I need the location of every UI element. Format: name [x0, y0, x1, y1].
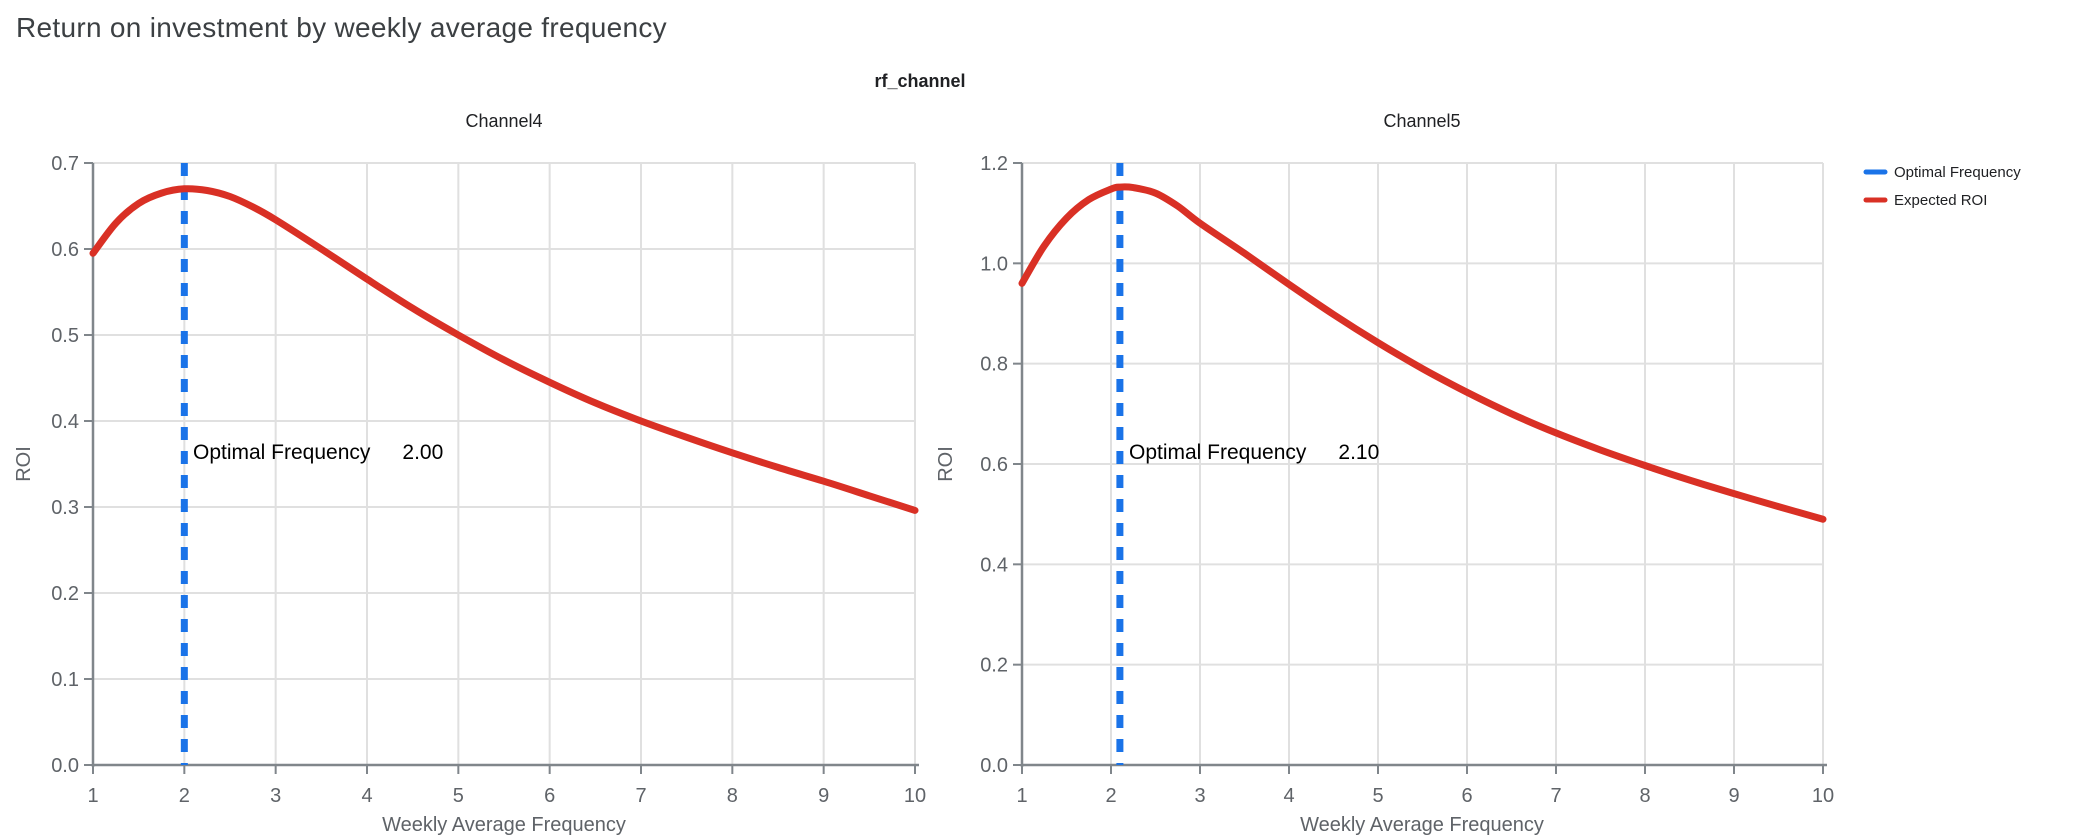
x-tick-label: 8	[727, 785, 738, 807]
y-tick-label: 1.2	[980, 153, 1008, 175]
legend-label: Expected ROI	[1894, 192, 1987, 209]
x-tick-label: 1	[1016, 785, 1027, 807]
y-tick-label: 0.2	[980, 655, 1008, 677]
x-tick-label: 1	[87, 785, 98, 807]
x-tick-label: 5	[453, 785, 464, 807]
x-tick-label: 5	[1372, 785, 1383, 807]
panel-title: Channel4	[465, 111, 542, 131]
x-axis-label: Weekly Average Frequency	[382, 814, 626, 836]
legend-item-expected-roi[interactable]: Expected ROI	[1863, 192, 1987, 209]
page-title: Return on investment by weekly average f…	[16, 12, 667, 43]
x-tick-label: 10	[1812, 785, 1834, 807]
x-tick-label: 9	[818, 785, 829, 807]
x-tick-label: 2	[179, 785, 190, 807]
y-axis-label: ROI	[13, 446, 35, 482]
channel4-panel: Channel4 ROI Weekly Average Frequency 0.…	[13, 111, 926, 836]
x-tick-label: 2	[1105, 785, 1116, 807]
x-tick-label: 4	[361, 785, 372, 807]
y-tick-label: 0.0	[980, 755, 1008, 777]
y-tick-label: 0.8	[980, 354, 1008, 376]
y-tick-label: 0.5	[51, 325, 79, 347]
y-tick-label: 0.6	[980, 454, 1008, 476]
expected-roi-curve	[89, 185, 919, 514]
x-tick-label: 6	[1461, 785, 1472, 807]
x-tick-label: 8	[1639, 785, 1650, 807]
y-tick-label: 0.1	[51, 669, 79, 691]
annotation-label: Optimal Frequency	[1129, 441, 1307, 464]
x-axis-label: Weekly Average Frequency	[1300, 814, 1544, 836]
legend-item-optimal-frequency[interactable]: Optimal Frequency	[1863, 164, 2021, 181]
annotation-value: 2.10	[1338, 441, 1379, 464]
y-tick-label: 0.6	[51, 239, 79, 261]
channel5-panel: Channel5 ROI Weekly Average Frequency 0.…	[935, 111, 1834, 836]
y-tick-label: 0.0	[51, 755, 79, 777]
x-tick-label: 3	[270, 785, 281, 807]
x-tick-label: 3	[1194, 785, 1205, 807]
x-tick-label: 7	[1550, 785, 1561, 807]
legend-label: Optimal Frequency	[1894, 164, 2021, 181]
annotation-value: 2.00	[402, 441, 443, 464]
figure-suptitle: rf_channel	[874, 71, 965, 91]
y-tick-label: 0.4	[980, 554, 1008, 576]
x-tick-label: 6	[544, 785, 555, 807]
optimal-frequency-annotation: Optimal Frequency 2.00	[193, 441, 443, 464]
annotation-label: Optimal Frequency	[193, 441, 371, 464]
optimal-frequency-annotation: Optimal Frequency 2.10	[1129, 441, 1379, 464]
plot-area: 0.0 0.2 0.4 0.6 0.8 1.0 1.2 1 2 3 4 5 6 7 8 9 10	[980, 153, 1834, 807]
x-tick-label: 10	[904, 785, 926, 807]
y-tick-label: 0.7	[51, 153, 79, 175]
plot-area: 0.0 0.1 0.2 0.3 0.4 0.5 0.6 0.7 1 2 3 4 5 6 7 8 9 10	[51, 153, 926, 807]
expected-roi-curve	[1018, 183, 1827, 523]
y-tick-label: 0.4	[51, 411, 79, 433]
y-tick-label: 1.0	[980, 253, 1008, 275]
x-tick-label: 4	[1283, 785, 1294, 807]
y-tick-label: 0.3	[51, 497, 79, 519]
panel-title: Channel5	[1383, 111, 1460, 131]
y-axis-label: ROI	[935, 446, 957, 482]
y-tick-label: 0.2	[51, 583, 79, 605]
x-tick-label: 9	[1728, 785, 1739, 807]
legend: Optimal Frequency Expected ROI	[1863, 164, 2021, 209]
x-tick-label: 7	[635, 785, 646, 807]
